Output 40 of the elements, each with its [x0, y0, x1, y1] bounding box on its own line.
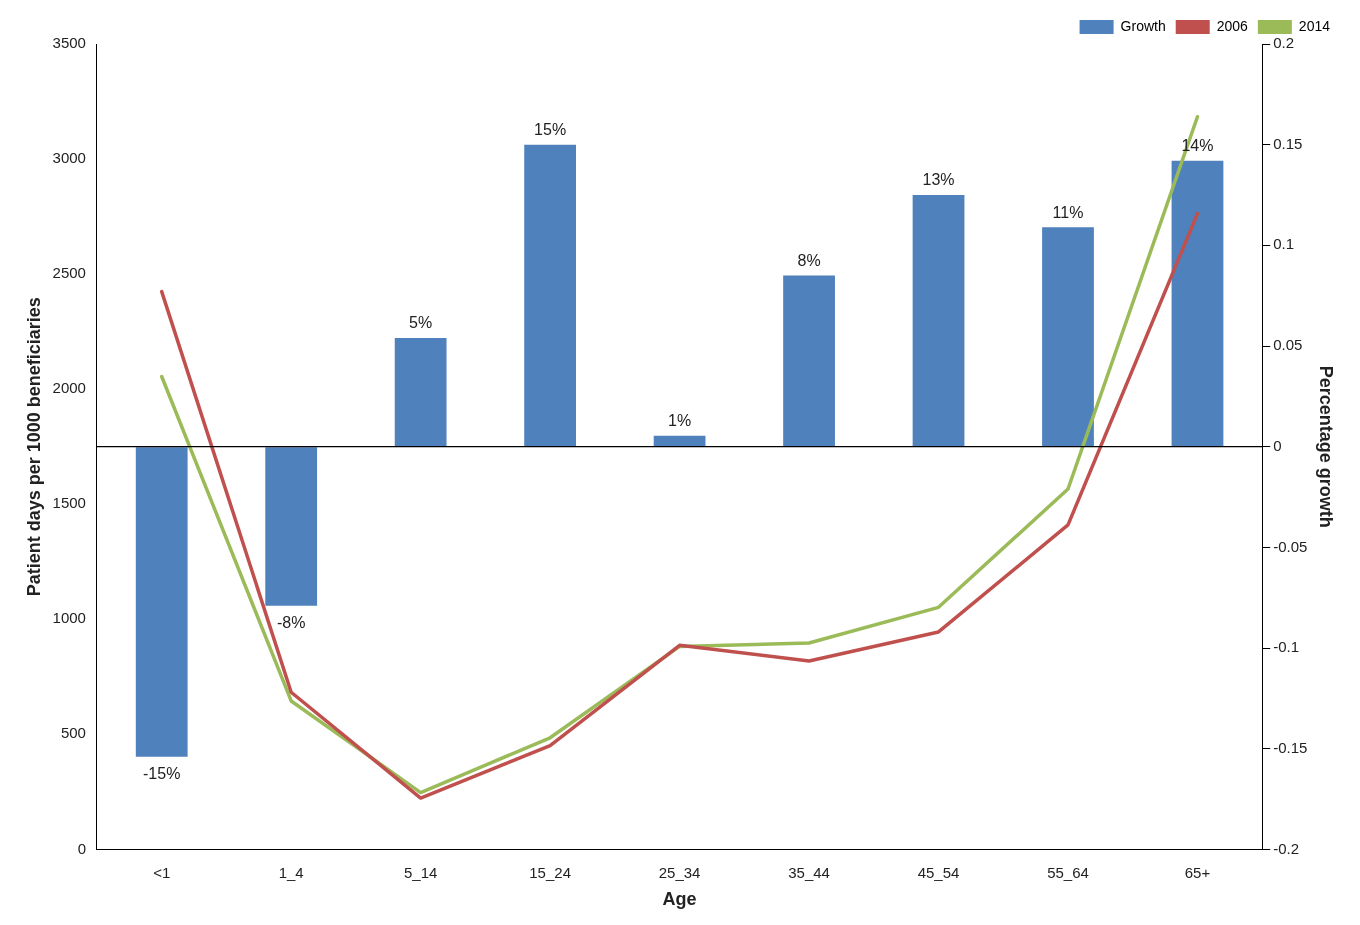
y-tick-label: 0	[77, 839, 86, 857]
data-label: 8%	[797, 251, 821, 269]
x-tick-label: 15_24	[529, 863, 571, 881]
y-tick-label: 1500	[52, 494, 86, 512]
x-tick-label: 55_64	[1047, 863, 1089, 881]
legend-label: 2014	[1298, 17, 1331, 34]
data-label: 11%	[1052, 203, 1084, 221]
x-tick-label: 35_44	[788, 863, 830, 881]
data-label: 13%	[922, 171, 955, 189]
data-label: -15%	[143, 765, 181, 783]
y-tick-label: 3500	[52, 34, 86, 52]
y-tick-label: 500	[60, 724, 86, 742]
x-tick-label: 1_4	[278, 863, 304, 881]
y2-tick-label: 0.1	[1273, 235, 1295, 253]
x-tick-label: <1	[153, 863, 171, 881]
y2-tick-label: 0.15	[1273, 134, 1303, 152]
y2-tick-label: 0.05	[1273, 336, 1303, 354]
y2-tick-label: -0.1	[1273, 638, 1300, 656]
y-tick-label: 2500	[52, 264, 86, 282]
y-axis-title: Patient days per 1000 beneficiaries	[23, 297, 44, 597]
data-label: -8%	[276, 614, 306, 632]
y2-tick-label: -0.2	[1273, 839, 1300, 857]
data-label: 5%	[409, 314, 433, 332]
legend-label: Growth	[1120, 17, 1166, 34]
y-tick-label: 3000	[52, 149, 86, 167]
x-tick-label: 25_34	[658, 863, 701, 881]
y2-tick-label: -0.15	[1273, 738, 1308, 756]
x-tick-label: 5_14	[403, 863, 438, 881]
y2-tick-label: -0.05	[1273, 537, 1308, 555]
data-label: 1%	[668, 412, 692, 430]
y-tick-label: 1000	[52, 609, 86, 627]
y2-tick-label: 0.2	[1273, 34, 1295, 52]
y2-axis-title: Percentage growth	[1316, 365, 1337, 528]
x-tick-label: 45_54	[917, 863, 960, 881]
x-tick-label: 65+	[1184, 863, 1211, 881]
legend-label: 2006	[1216, 17, 1249, 34]
y2-tick-label: 0	[1273, 436, 1282, 454]
y-tick-label: 2000	[52, 379, 86, 397]
x-axis-title: Age	[662, 889, 697, 910]
data-label: 15%	[534, 121, 567, 139]
